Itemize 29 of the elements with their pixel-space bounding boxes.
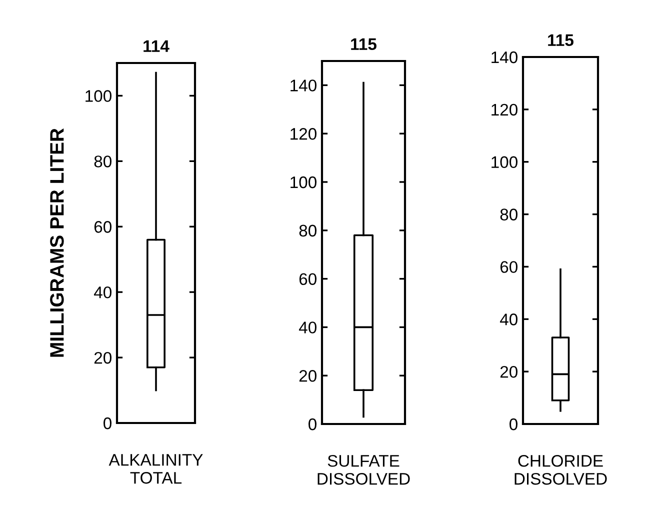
y-tick-label: 20 <box>94 352 112 364</box>
x-tick-label: ALKALINITY TOTAL <box>108 454 203 484</box>
y-tick-label: 0 <box>104 417 112 430</box>
y-tick-label: 120 <box>290 128 316 140</box>
chart-title: 115 <box>548 34 574 46</box>
y-tick-label: 80 <box>94 156 112 168</box>
y-tick-label: 140 <box>290 80 316 92</box>
y-tick-label: 20 <box>500 366 518 378</box>
y-tick-label: 100 <box>86 90 112 102</box>
y-tick-label: 0 <box>510 418 518 430</box>
y-tick-label: 120 <box>492 104 518 116</box>
x-tick-label: CHLORIDE DISSOLVED <box>514 454 607 485</box>
y-tick-label: 100 <box>290 176 316 188</box>
y-tick-label: 80 <box>299 224 316 237</box>
y-tick-label: 20 <box>299 370 316 382</box>
x-tick-label: SULFATE DISSOLVED <box>318 454 410 485</box>
chart-title: 115 <box>351 38 376 50</box>
y-tick-label: 0 <box>308 418 316 430</box>
y-tick-label: 100 <box>492 156 518 168</box>
y-tick-label: 60 <box>94 221 112 233</box>
y-tick-label: 40 <box>500 314 518 326</box>
y-tick-label: 40 <box>94 286 112 298</box>
y-axis-title: MILLIGRAMS PER LITER <box>50 128 64 357</box>
y-tick-label: 60 <box>299 273 316 286</box>
y-tick-label: 40 <box>298 322 316 334</box>
y-tick-label: 80 <box>500 208 518 220</box>
chart-title: 114 <box>144 40 170 52</box>
y-tick-label: 60 <box>500 261 518 273</box>
y-tick-label: 140 <box>492 51 518 64</box>
